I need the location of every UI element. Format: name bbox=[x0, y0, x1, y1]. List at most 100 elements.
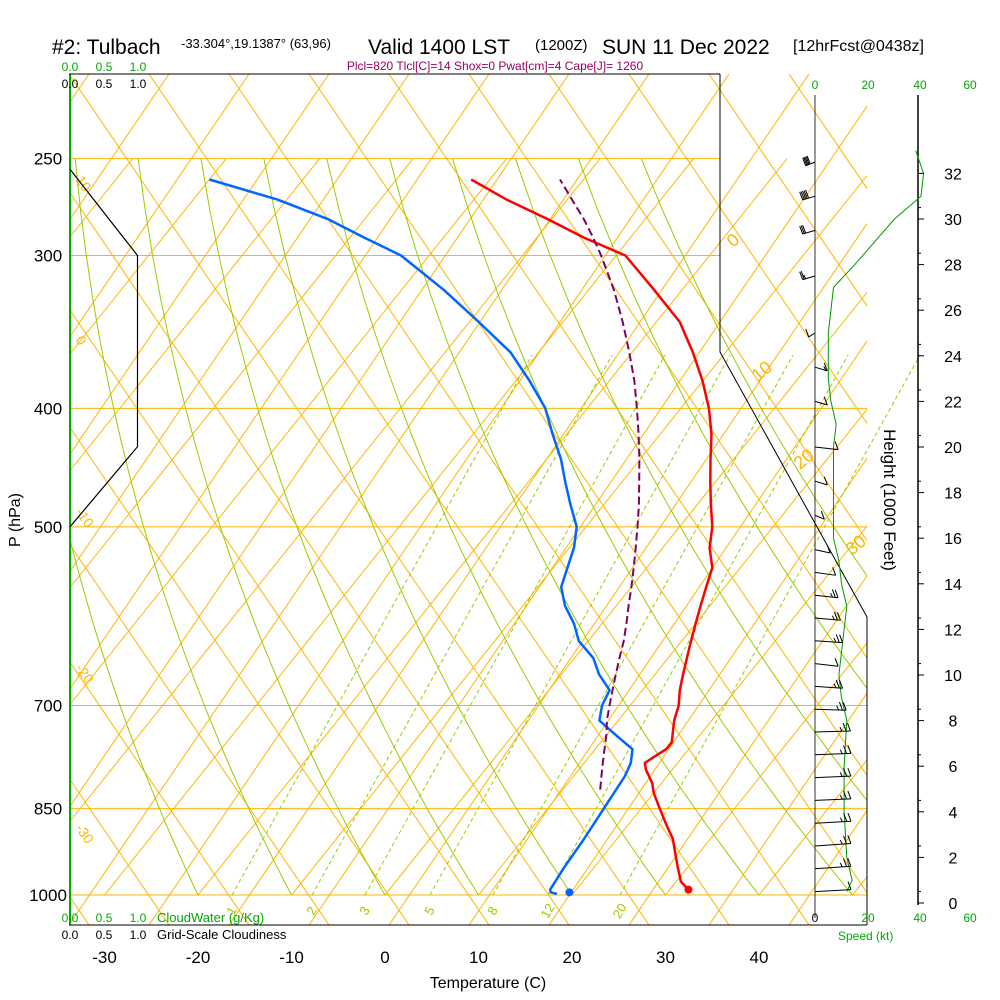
wind-barb-feather-3-1 bbox=[843, 813, 848, 822]
wind-barb-feather-19-0 bbox=[823, 396, 828, 406]
isotherm-rev-10 bbox=[69, 74, 490, 692]
height-label-20: 20 bbox=[944, 440, 962, 457]
height-label-28: 28 bbox=[944, 258, 962, 275]
cloud-scale-labels: 0.0 0.0 0.0 0.0 0.5 0.5 0.5 0.5 1.0 1.0 1.0 1.0 bbox=[62, 60, 147, 942]
wind-barb-staff-18 bbox=[814, 446, 839, 451]
isotherm--70 bbox=[69, 158, 320, 473]
mixing-line-5 bbox=[429, 354, 731, 896]
height-label-2: 2 bbox=[949, 850, 958, 867]
isotherm-cross-16 bbox=[388, 74, 867, 777]
wind-barb-14 bbox=[814, 567, 837, 576]
pressure-label-850: 850 bbox=[34, 800, 62, 819]
wind-barb-staff-5 bbox=[814, 775, 851, 779]
isotherm-rev-9 bbox=[69, 74, 410, 574]
station-title: #2: Tulbach bbox=[52, 36, 161, 59]
sounding-traces bbox=[209, 178, 714, 896]
cloudwater-scale-bottom-1: 0.5 bbox=[96, 911, 113, 925]
wind-barb-feather-12-0 bbox=[836, 612, 841, 621]
isotherm--40 bbox=[69, 158, 601, 824]
isotherm-cross-14 bbox=[228, 74, 810, 925]
isotherm--30 bbox=[104, 158, 694, 896]
isotherm--60 bbox=[69, 158, 414, 590]
cloudiness-label: Grid-Scale Cloudiness bbox=[157, 927, 287, 942]
mixing-label-3: 3 bbox=[356, 904, 373, 918]
height-label-6: 6 bbox=[949, 759, 958, 776]
wind-barb-staff-3 bbox=[814, 820, 852, 824]
wind-barb-feather-14-0 bbox=[832, 567, 837, 576]
height-label-32: 32 bbox=[944, 166, 962, 183]
wind-barb-half-9 bbox=[833, 683, 837, 689]
height-label-12: 12 bbox=[944, 622, 962, 639]
temp-label--10: -10 bbox=[279, 948, 304, 967]
surface-dewpoint-marker bbox=[565, 888, 574, 897]
mixing-ratio-lines bbox=[231, 354, 921, 896]
wind-barb-feather-23-0 bbox=[799, 225, 804, 235]
wind-barb-24 bbox=[799, 189, 816, 201]
sounding-indices: Plcl=820 Tlcl[C]=14 Shox=0 Pwat[cm]=4 Ca… bbox=[347, 59, 644, 73]
speed-scale-bottom-3: 60 bbox=[963, 911, 977, 925]
isotherm-10 bbox=[478, 408, 867, 896]
isotherm-cross-6 bbox=[69, 777, 170, 925]
height-label-16: 16 bbox=[944, 531, 962, 548]
wind-barb-feather-25-0 bbox=[802, 157, 807, 166]
temp-label-20: 20 bbox=[563, 948, 582, 967]
wind-barb-5 bbox=[814, 767, 852, 779]
wind-barb-18 bbox=[814, 441, 839, 451]
wind-barb-staff-22 bbox=[802, 275, 816, 281]
isobar-lines bbox=[69, 158, 867, 896]
cloudiness-scale-bottom-2: 1.0 bbox=[130, 928, 147, 942]
dry-adiabat-0 bbox=[137, 158, 386, 896]
mixing-line-8 bbox=[492, 354, 794, 896]
speed-scale-bottom-1: 20 bbox=[861, 911, 875, 925]
pressure-label-400: 400 bbox=[34, 399, 62, 418]
wind-barb-feather-8-0 bbox=[842, 702, 847, 711]
speed-scale-top-1: 20 bbox=[861, 78, 875, 92]
isotherm-cross-12 bbox=[69, 74, 650, 925]
wind-barb-feather-23-2 bbox=[802, 224, 807, 234]
wind-barb-9 bbox=[814, 679, 844, 689]
zulu-time: (1200Z) bbox=[535, 37, 588, 54]
speed-scale-top-0: 0 bbox=[812, 78, 819, 92]
wind-barb-feather-3-0 bbox=[847, 813, 852, 822]
speed-label: Speed (kt) bbox=[838, 929, 893, 943]
isotherm-rev-20 bbox=[708, 692, 867, 925]
isotherm--80 bbox=[69, 158, 227, 356]
height-label-30: 30 bbox=[944, 212, 962, 229]
wind-barb-feather-2-1 bbox=[843, 835, 848, 844]
wind-barb-10 bbox=[814, 658, 839, 667]
isotherm-cross-17 bbox=[468, 74, 867, 659]
y-axis-label: P (hPa) bbox=[7, 493, 24, 547]
isotherm-rev-17 bbox=[468, 340, 867, 925]
cloudiness-scale-top-1: 0.5 bbox=[96, 77, 113, 91]
pressure-label-250: 250 bbox=[34, 150, 62, 169]
dewpoint-line bbox=[209, 178, 634, 896]
wind-barb-staff-21 bbox=[808, 332, 816, 338]
forecast-date: SUN 11 Dec 2022 bbox=[602, 36, 770, 59]
wind-barb-staff-24 bbox=[802, 195, 816, 201]
cloudwater-scale-bottom-2: 1.0 bbox=[130, 911, 147, 925]
speed-scale-top-3: 60 bbox=[963, 78, 977, 92]
wind-barb-half-13 bbox=[830, 592, 834, 598]
wind-barb-staff-8 bbox=[814, 708, 847, 711]
wind-barb-13 bbox=[814, 589, 839, 599]
cloudiness-scale-bottom-1: 0.5 bbox=[96, 928, 113, 942]
isotherm-rev-8 bbox=[69, 74, 330, 457]
dry-adiabat-30 bbox=[326, 158, 666, 896]
mixing-line-3 bbox=[364, 354, 666, 896]
speed-scale-bottom-2: 40 bbox=[913, 911, 927, 925]
forecast-run: [12hrFcst@0438z] bbox=[793, 38, 924, 55]
wind-barb-7 bbox=[814, 722, 851, 733]
wind-barb-feather-16-0 bbox=[820, 511, 825, 520]
pressure-label-700: 700 bbox=[34, 697, 62, 716]
wind-barb-feather-24-1 bbox=[800, 191, 805, 200]
wind-barb-feather-13-0 bbox=[834, 589, 839, 598]
pressure-label-500: 500 bbox=[34, 518, 62, 537]
wind-barb-feather-18-0 bbox=[834, 441, 839, 450]
wind-barb-feather-6-1 bbox=[843, 745, 848, 754]
wind-barb-feather-25-1 bbox=[803, 157, 808, 166]
wind-barb-staff-23 bbox=[802, 229, 816, 235]
wind-barb-half-1 bbox=[839, 862, 843, 868]
cloudwater-scale-top-2: 1.0 bbox=[130, 60, 147, 74]
wind-barb-12 bbox=[814, 611, 841, 621]
